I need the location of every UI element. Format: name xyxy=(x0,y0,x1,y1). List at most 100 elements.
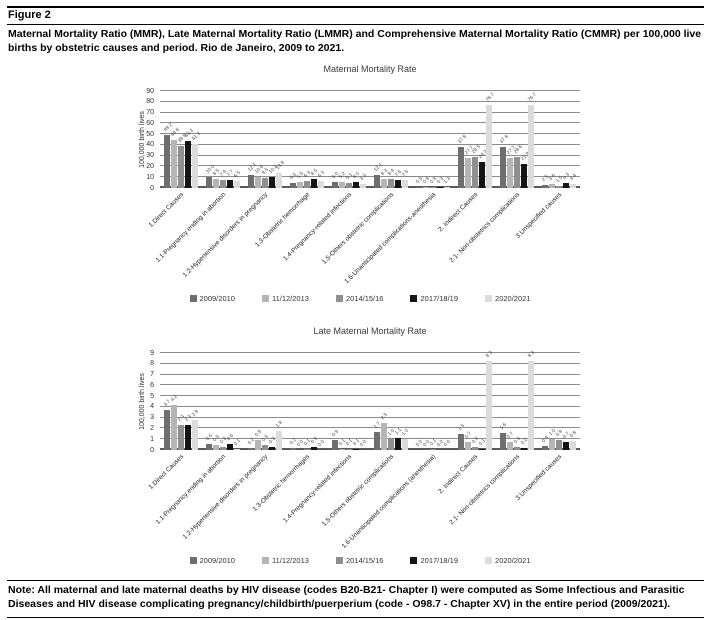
bar-value-label: 1.6 xyxy=(498,421,508,431)
bar xyxy=(514,446,520,450)
bar xyxy=(444,186,450,188)
bar xyxy=(395,438,401,450)
bar xyxy=(437,187,443,188)
y-tick-label: 60 xyxy=(146,119,154,127)
legend-item: 2014/15/16 xyxy=(335,294,384,303)
bar xyxy=(472,446,478,450)
legend-swatch xyxy=(189,295,197,302)
bar xyxy=(234,181,240,188)
legend-item: 2014/15/16 xyxy=(335,556,383,565)
figure-label: Figure 2 xyxy=(8,9,51,21)
bar xyxy=(507,442,513,450)
bar xyxy=(528,360,534,450)
legend-item: 2009/2010 xyxy=(189,294,235,303)
bar xyxy=(227,179,233,188)
bar xyxy=(374,431,380,450)
legend: 2009/2010 11/12/2013 2014/15/16 2017/18/19 2… xyxy=(140,556,580,565)
bar xyxy=(297,182,303,188)
bar xyxy=(248,174,254,188)
bar xyxy=(248,447,254,450)
gridline xyxy=(160,416,580,418)
gridline xyxy=(160,384,580,386)
bar xyxy=(556,440,562,450)
bar xyxy=(360,184,366,188)
bar xyxy=(290,447,296,450)
chart-title: Maternal Mortality Rate xyxy=(323,64,417,74)
bar xyxy=(388,178,394,188)
bar xyxy=(486,105,492,188)
bar xyxy=(178,146,184,188)
bar xyxy=(353,448,359,450)
bar xyxy=(213,444,219,450)
bottom-rule xyxy=(7,617,704,618)
bar xyxy=(563,442,569,450)
bar xyxy=(465,442,471,450)
y-tick-label: 80 xyxy=(146,98,154,106)
bar xyxy=(276,430,282,450)
y-tick-label: 0 xyxy=(150,446,154,454)
legend-label: 2009/2010 xyxy=(199,556,235,565)
legend-label: 2020/2021 xyxy=(495,556,531,565)
bar xyxy=(479,161,485,188)
legend-item: 11/12/2013 xyxy=(261,294,309,303)
legend-item: 2020/2021 xyxy=(485,294,530,303)
bar xyxy=(311,446,317,450)
bar xyxy=(234,448,240,450)
bar xyxy=(262,177,268,188)
chart-title: Late Maternal Mortality Rate xyxy=(313,326,427,336)
y-tick-label: 9 xyxy=(150,349,154,357)
gridline xyxy=(160,176,580,178)
bar xyxy=(255,440,261,450)
y-axis-ticks: 0 1 2 3 4 5 6 7 8 9 xyxy=(130,349,157,454)
bar xyxy=(304,448,310,450)
bar xyxy=(521,447,527,450)
bar xyxy=(416,187,422,188)
bar xyxy=(528,105,534,188)
bar xyxy=(318,181,324,188)
bar-value-label: 0.0 xyxy=(358,438,368,448)
bar xyxy=(213,178,219,188)
legend-swatch xyxy=(335,295,343,302)
bar xyxy=(192,419,198,450)
y-tick-label: 5 xyxy=(150,392,154,400)
y-tick-label: 2 xyxy=(150,424,154,432)
bar xyxy=(381,423,387,450)
legend-item: 2017/18/19 xyxy=(410,556,458,565)
gridline xyxy=(160,143,580,145)
y-tick-label: 40 xyxy=(146,141,154,149)
legend-swatch xyxy=(410,557,418,564)
bar xyxy=(507,158,513,188)
x-axis-line xyxy=(160,186,580,188)
legend-label: 2020/2021 xyxy=(495,294,531,303)
bar xyxy=(423,187,429,188)
legend-item: 11/12/2013 xyxy=(261,556,309,565)
bar-value-label: 0.0 xyxy=(316,438,326,448)
y-tick-label: 30 xyxy=(146,152,154,160)
y-tick-label: 90 xyxy=(146,87,154,95)
legend-label: 11/12/2013 xyxy=(271,294,309,303)
legend-label: 11/12/2013 xyxy=(271,556,309,565)
legend-item: 2009/2010 xyxy=(189,556,235,565)
y-tick-label: 70 xyxy=(146,109,154,117)
bar xyxy=(185,425,191,450)
bar xyxy=(563,183,569,188)
y-tick-label: 50 xyxy=(146,130,154,138)
bar xyxy=(500,147,506,188)
bar xyxy=(521,164,527,188)
bar-value-label: 3.3 xyxy=(358,173,368,183)
gridline xyxy=(160,133,580,135)
legend-label: 2014/15/16 xyxy=(345,294,384,303)
bar-value-label: 0.0 xyxy=(442,438,452,448)
gridline xyxy=(160,122,580,124)
y-tick-label: 3 xyxy=(150,414,154,422)
bar xyxy=(353,181,359,188)
header-rule xyxy=(7,24,704,25)
bar xyxy=(220,446,226,450)
bar xyxy=(542,445,548,450)
bar-value-label: 1.5 xyxy=(456,422,466,432)
bar xyxy=(227,443,233,450)
maternal-mortality-chart: Maternal Mortality Rate 100,000 birth li… xyxy=(130,58,590,316)
x-axis-line xyxy=(160,448,580,450)
bar xyxy=(500,432,506,450)
gridline xyxy=(160,427,580,429)
